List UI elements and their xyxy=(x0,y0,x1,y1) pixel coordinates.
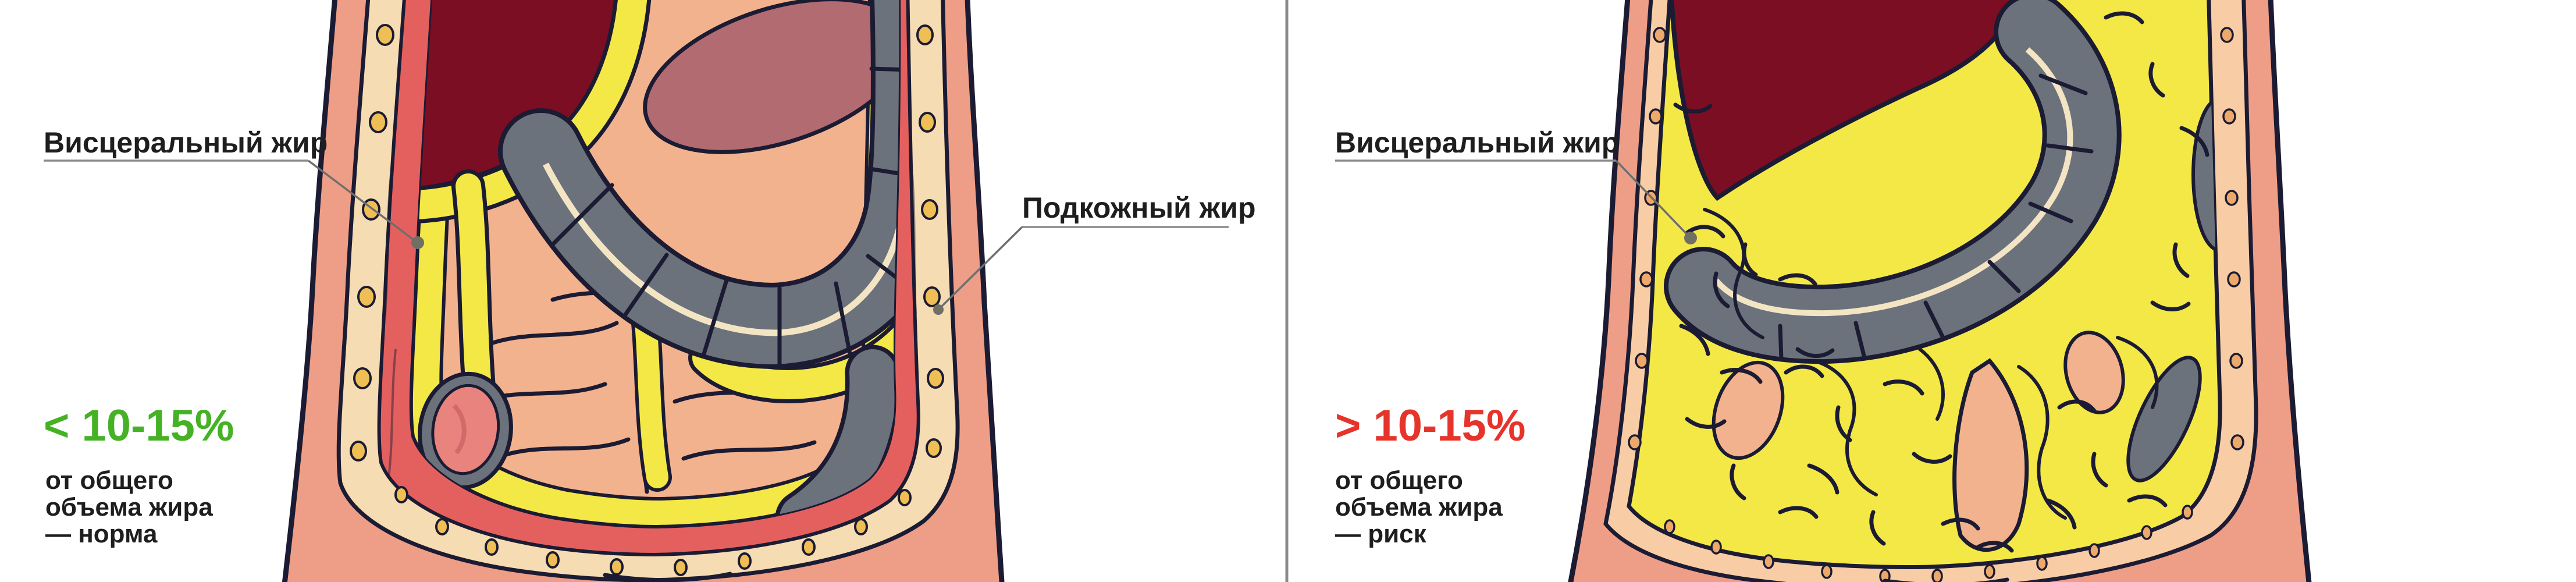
right-colon xyxy=(1668,0,2117,360)
left-abdominal-cavity xyxy=(411,0,899,527)
right-description-line-3: — риск xyxy=(1335,520,1427,548)
right-value-text: > 10-15% xyxy=(1335,401,1525,450)
right-description-line-1: от общего xyxy=(1335,466,1463,495)
right-description-line-2: объема жира xyxy=(1335,493,1503,521)
right-visceral-leader-line xyxy=(1615,159,1690,237)
left-fat-lobule-dots xyxy=(350,24,944,576)
left-description-line-1: от общего xyxy=(45,466,173,495)
left-value-text: < 10-15% xyxy=(44,401,234,450)
left-visceral-leader-dot xyxy=(411,236,424,249)
right-abdominal-cavity xyxy=(1663,0,2221,553)
left-visceral-fat-label: Висцеральный жир xyxy=(44,126,328,159)
right-intestine-patch xyxy=(1712,360,1785,460)
right-intestine-patch xyxy=(1952,358,2029,552)
left-pubic-crease xyxy=(603,572,732,582)
left-cecum xyxy=(418,371,513,490)
left-description-line-2: объема жира xyxy=(45,493,213,521)
left-colon xyxy=(503,0,899,365)
left-visceral-leader-line xyxy=(307,159,417,243)
left-annotations: Висцеральный жир Подкожный жир < 10-15% … xyxy=(44,126,1256,548)
subcutaneous-fat-label: Подкожный жир xyxy=(1022,191,1256,224)
left-description-line-3: — норма xyxy=(45,520,158,548)
right-visceral-fat-label: Висцеральный жир xyxy=(1335,126,1619,159)
subcutaneous-leader-line xyxy=(938,226,1023,310)
subcutaneous-leader-dot xyxy=(933,304,944,315)
right-torso-illustration xyxy=(1568,0,2312,582)
right-intestine-patch xyxy=(2063,331,2125,414)
left-torso-illustration xyxy=(282,0,1005,582)
right-annotations: Висцеральный жир > 10-15% от общего объе… xyxy=(1335,126,1697,548)
right-visceral-leader-dot xyxy=(1684,232,1697,244)
left-stomach xyxy=(643,0,899,154)
right-fat-lobule-dots xyxy=(1628,27,2244,582)
